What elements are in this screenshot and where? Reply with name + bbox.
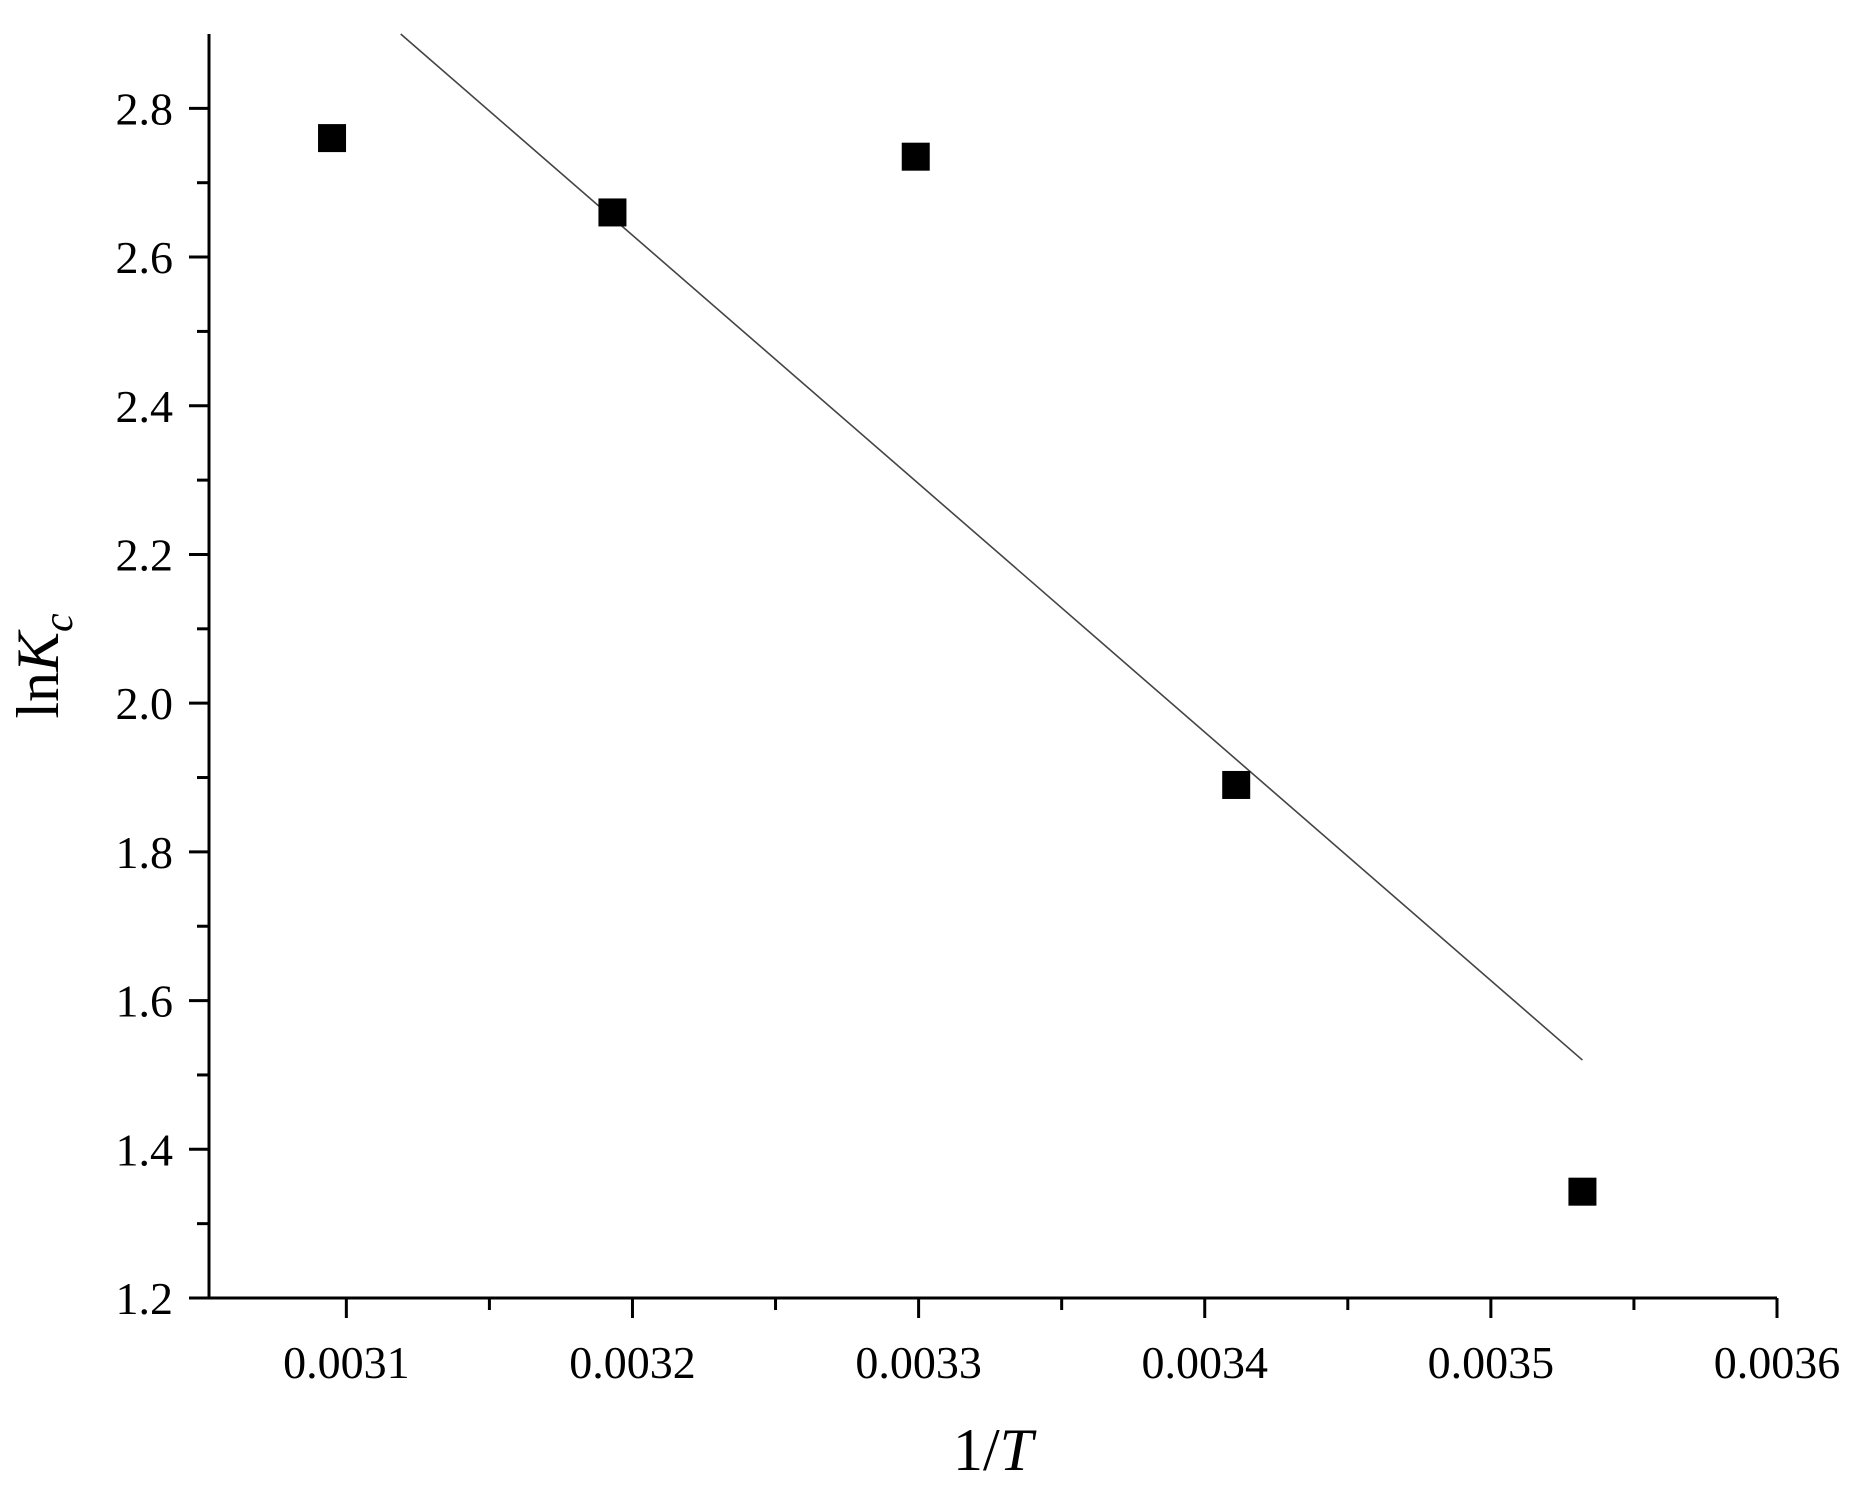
data-point — [1568, 1177, 1597, 1206]
data-point — [901, 142, 930, 171]
x-tick-label: 0.0033 — [855, 1337, 982, 1388]
y-axis-title-k: K — [5, 629, 71, 673]
fit-line-group — [400, 33, 1583, 1061]
y-tick-label: 1.8 — [116, 827, 174, 878]
x-axis-title: 1/T — [953, 1417, 1037, 1483]
data-point — [318, 124, 347, 153]
x-tick-label: 0.0036 — [1714, 1337, 1841, 1388]
x-tick-label: 0.0032 — [569, 1337, 696, 1388]
y-tick-label: 1.2 — [116, 1273, 174, 1324]
y-tick-label: 2.6 — [116, 232, 174, 283]
data-points — [318, 124, 1597, 1206]
data-point — [1222, 770, 1251, 799]
x-tick-label: 0.0035 — [1428, 1337, 1555, 1388]
data-point — [598, 198, 627, 227]
y-tick-label: 2.2 — [116, 529, 174, 580]
y-tick-label: 1.6 — [116, 976, 174, 1027]
x-axis-title-text: 1/ — [953, 1417, 1000, 1483]
y-axis-title-ln: ln — [5, 672, 71, 719]
y-tick-label: 2.0 — [116, 678, 174, 729]
x-tick-label: 0.0034 — [1141, 1337, 1268, 1388]
y-axis-title-subscript: c — [36, 613, 82, 632]
fit-line — [400, 33, 1583, 1061]
x-ticks: 0.0031 0.0032 0.0033 0.0034 0.0035 0.0036 — [283, 1298, 1840, 1388]
y-tick-label: 1.4 — [116, 1124, 174, 1175]
y-axis-title: lnKc — [5, 613, 82, 719]
axes — [207, 34, 1777, 1300]
x-tick-label: 0.0031 — [283, 1337, 410, 1388]
y-tick-label: 2.4 — [116, 381, 174, 432]
y-ticks: 1.2 1.4 1.6 1.8 2.0 2.2 2.4 2.6 2.8 — [116, 83, 209, 1324]
y-tick-label: 2.8 — [116, 83, 174, 134]
x-axis-title-t: T — [1000, 1417, 1037, 1483]
